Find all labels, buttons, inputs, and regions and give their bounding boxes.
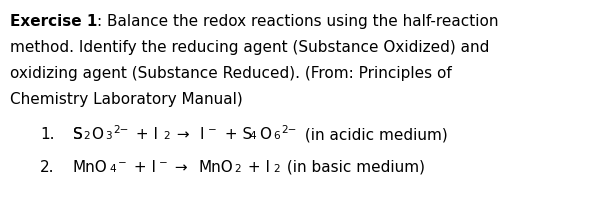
Text: I: I <box>200 127 205 142</box>
Text: 4: 4 <box>249 131 256 141</box>
Text: S: S <box>73 127 83 142</box>
Text: −: − <box>118 158 127 168</box>
Text: −: − <box>159 158 168 168</box>
Text: 2: 2 <box>83 131 89 141</box>
Text: MnO: MnO <box>73 160 108 175</box>
Text: MnO: MnO <box>198 160 233 175</box>
Text: + I: + I <box>131 127 158 142</box>
Text: oxidizing agent (Substance Reduced). (From: Principles of: oxidizing agent (Substance Reduced). (Fr… <box>10 66 452 81</box>
Text: 2−: 2− <box>282 125 297 135</box>
Text: 1.: 1. <box>40 127 54 142</box>
Text: O: O <box>259 127 271 142</box>
Text: (in basic medium): (in basic medium) <box>282 160 425 175</box>
Text: O: O <box>91 127 103 142</box>
Text: →: → <box>170 160 192 175</box>
Text: −: − <box>208 125 216 135</box>
Text: (in acidic medium): (in acidic medium) <box>300 127 447 142</box>
Text: S: S <box>73 127 83 142</box>
Text: + I: + I <box>243 160 270 175</box>
Text: 2: 2 <box>273 164 280 174</box>
Text: Chemistry Laboratory Manual): Chemistry Laboratory Manual) <box>10 92 243 107</box>
Text: →: → <box>172 127 194 142</box>
Text: Exercise 1: Exercise 1 <box>10 14 97 29</box>
Text: 4: 4 <box>109 164 116 174</box>
Text: 2.: 2. <box>40 160 54 175</box>
Text: 2−: 2− <box>114 125 129 135</box>
Text: 2: 2 <box>234 164 241 174</box>
Text: 2: 2 <box>163 131 169 141</box>
Text: + I: + I <box>129 160 156 175</box>
Text: : Balance the redox reactions using the half-reaction: : Balance the redox reactions using the … <box>97 14 499 29</box>
Text: + S: + S <box>220 127 252 142</box>
Text: 3: 3 <box>105 131 111 141</box>
Text: method. Identify the reducing agent (Substance Oxidized) and: method. Identify the reducing agent (Sub… <box>10 40 489 55</box>
Text: 6: 6 <box>273 131 280 141</box>
